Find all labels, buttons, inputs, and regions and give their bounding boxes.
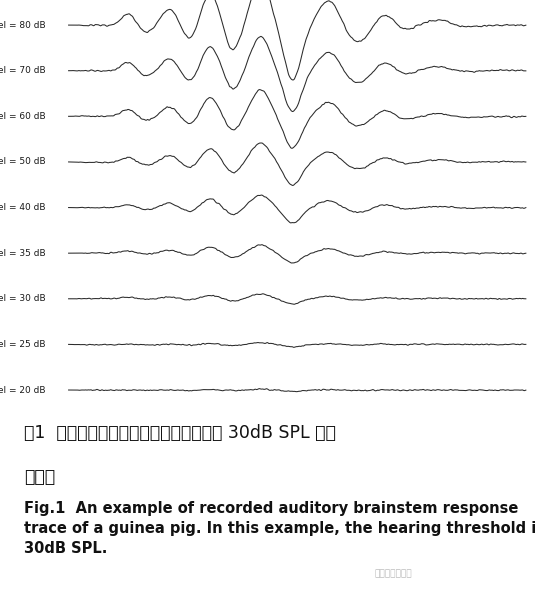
Text: Level = 20 dB: Level = 20 dB xyxy=(0,385,45,394)
Text: Level = 35 dB: Level = 35 dB xyxy=(0,248,45,258)
Text: Level = 25 dB: Level = 25 dB xyxy=(0,340,45,349)
Text: Level = 40 dB: Level = 40 dB xyxy=(0,203,45,212)
Text: 力阈值: 力阈值 xyxy=(24,468,55,486)
Text: Level = 80 dB: Level = 80 dB xyxy=(0,21,45,30)
Text: Fig.1  An example of recorded auditory brainstem response
trace of a guinea pig.: Fig.1 An example of recorded auditory br… xyxy=(24,501,535,556)
Text: Level = 60 dB: Level = 60 dB xyxy=(0,112,45,121)
Text: Level = 50 dB: Level = 50 dB xyxy=(0,157,45,167)
Text: Level = 70 dB: Level = 70 dB xyxy=(0,66,45,75)
Text: Level = 30 dB: Level = 30 dB xyxy=(0,294,45,303)
Text: 图1  听性脑干反应测试结果示例。此例中 30dB SPL 为听: 图1 听性脑干反应测试结果示例。此例中 30dB SPL 为听 xyxy=(24,424,336,442)
Text: 中华耳科学杂志: 中华耳科学杂志 xyxy=(374,569,412,578)
